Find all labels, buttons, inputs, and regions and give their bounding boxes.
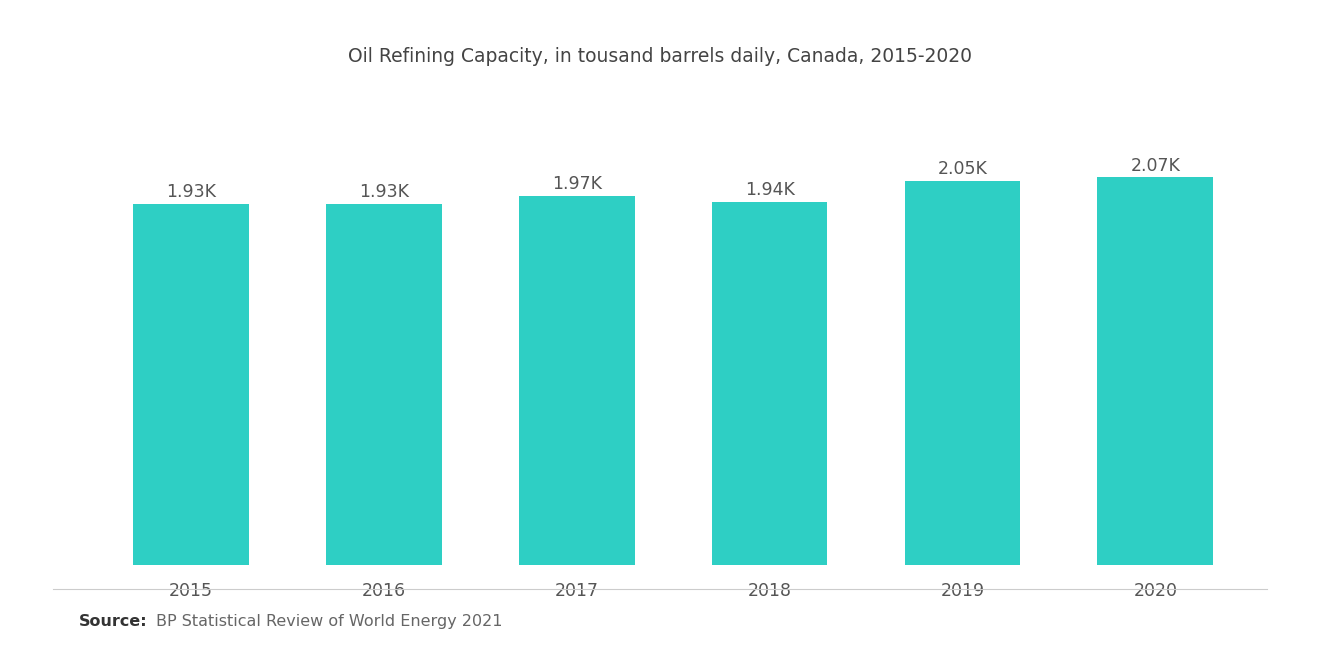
Text: 1.94K: 1.94K bbox=[744, 181, 795, 199]
Bar bbox=[519, 196, 635, 565]
Text: 1.97K: 1.97K bbox=[552, 176, 602, 194]
Text: BP Statistical Review of World Energy 2021: BP Statistical Review of World Energy 20… bbox=[156, 614, 502, 629]
Text: 1.93K: 1.93K bbox=[166, 183, 216, 201]
Text: Oil Refining Capacity, in tousand barrels daily, Canada, 2015-2020: Oil Refining Capacity, in tousand barrel… bbox=[348, 47, 972, 66]
Bar bbox=[711, 201, 828, 565]
Text: Source:: Source: bbox=[79, 614, 148, 629]
Bar bbox=[133, 203, 249, 565]
Text: 2.07K: 2.07K bbox=[1130, 156, 1180, 174]
Text: 2.05K: 2.05K bbox=[937, 160, 987, 178]
Bar bbox=[326, 203, 442, 565]
Text: 1.93K: 1.93K bbox=[359, 183, 409, 201]
Bar bbox=[904, 181, 1020, 565]
Bar bbox=[1097, 178, 1213, 565]
